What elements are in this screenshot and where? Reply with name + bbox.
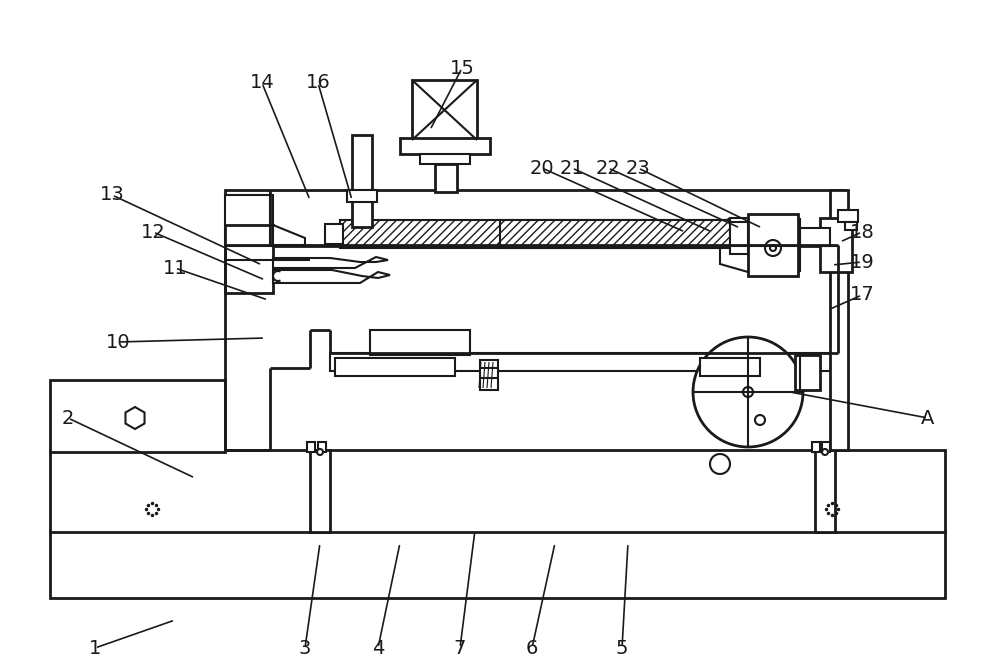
Bar xyxy=(822,442,830,452)
Bar xyxy=(700,358,760,376)
Circle shape xyxy=(818,495,846,523)
Bar xyxy=(50,380,225,452)
Circle shape xyxy=(317,449,323,455)
Text: 20: 20 xyxy=(530,158,554,178)
Text: 11: 11 xyxy=(163,259,187,278)
Circle shape xyxy=(755,415,765,425)
Bar xyxy=(812,442,820,452)
Text: 17: 17 xyxy=(850,286,874,304)
Polygon shape xyxy=(273,270,390,283)
Text: 12: 12 xyxy=(141,223,165,241)
Bar xyxy=(50,450,945,532)
Bar xyxy=(400,138,490,154)
Circle shape xyxy=(150,507,154,511)
Bar xyxy=(730,222,748,254)
Bar xyxy=(325,224,343,244)
Bar xyxy=(330,353,838,371)
Circle shape xyxy=(830,507,834,511)
Circle shape xyxy=(693,337,803,447)
Bar xyxy=(352,135,372,227)
Text: 21: 21 xyxy=(560,158,584,178)
Text: 2: 2 xyxy=(62,408,74,428)
Circle shape xyxy=(822,449,828,455)
Text: 4: 4 xyxy=(372,638,384,658)
Text: 13: 13 xyxy=(100,186,124,204)
Text: 1: 1 xyxy=(89,638,101,658)
Bar xyxy=(340,220,800,248)
Bar xyxy=(310,450,330,532)
Bar xyxy=(820,218,852,272)
Polygon shape xyxy=(720,218,762,272)
Bar xyxy=(335,358,455,376)
Text: 7: 7 xyxy=(454,638,466,658)
Bar xyxy=(420,154,470,164)
Bar xyxy=(225,195,273,243)
Bar xyxy=(800,228,830,246)
Circle shape xyxy=(770,245,776,251)
Bar xyxy=(412,80,477,140)
Circle shape xyxy=(146,503,158,515)
Circle shape xyxy=(765,240,781,256)
Bar xyxy=(820,517,844,532)
Bar xyxy=(370,330,470,355)
Bar xyxy=(480,360,498,390)
Circle shape xyxy=(826,503,838,515)
Bar xyxy=(748,214,798,276)
Polygon shape xyxy=(273,257,388,268)
Circle shape xyxy=(743,387,753,397)
Bar xyxy=(140,517,164,532)
Text: 5: 5 xyxy=(616,638,628,658)
Text: 16: 16 xyxy=(306,74,330,93)
Polygon shape xyxy=(273,225,305,245)
Bar xyxy=(318,442,326,452)
Bar xyxy=(845,222,857,230)
Text: 10: 10 xyxy=(106,333,130,351)
Bar xyxy=(225,190,845,246)
Bar xyxy=(830,190,848,450)
Text: 18: 18 xyxy=(850,223,874,241)
Text: 14: 14 xyxy=(250,74,274,93)
Bar xyxy=(347,190,377,202)
Text: 19: 19 xyxy=(850,253,874,272)
Polygon shape xyxy=(125,407,145,429)
Bar xyxy=(815,450,835,532)
Text: 23: 23 xyxy=(626,158,650,178)
Bar xyxy=(838,210,858,222)
Bar xyxy=(307,442,315,452)
Text: 6: 6 xyxy=(526,638,538,658)
Bar xyxy=(435,164,457,192)
Bar xyxy=(50,530,945,598)
Text: A: A xyxy=(921,408,935,428)
Text: 22: 22 xyxy=(596,158,620,178)
Circle shape xyxy=(138,495,166,523)
Bar xyxy=(795,355,820,390)
Text: 3: 3 xyxy=(299,638,311,658)
Text: 15: 15 xyxy=(450,58,474,78)
Circle shape xyxy=(710,454,730,474)
Bar xyxy=(500,220,730,248)
Bar xyxy=(225,225,273,293)
